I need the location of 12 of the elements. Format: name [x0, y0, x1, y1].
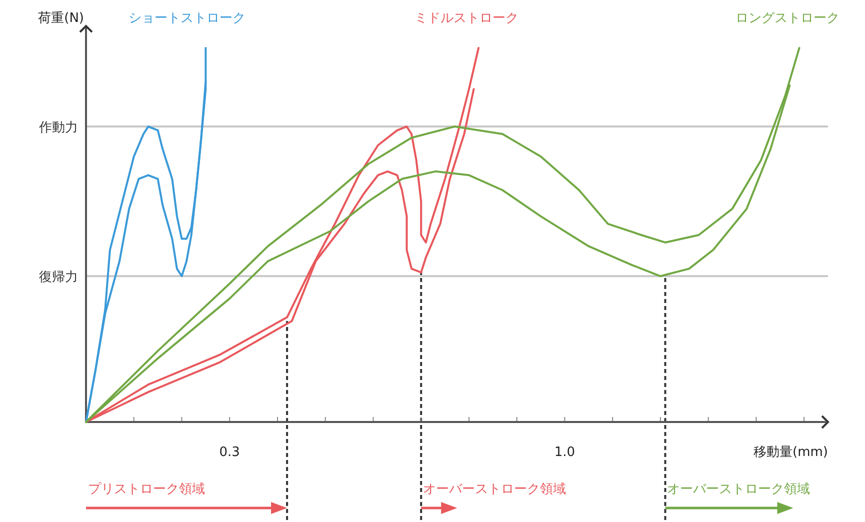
ref-line-label: 復帰力 — [39, 270, 78, 286]
text: プリストローク領域 — [88, 482, 205, 497]
text: ロングストローク — [735, 11, 840, 26]
x-tick-label: 0.3 — [219, 445, 240, 460]
ref-line-label: 作動力 — [38, 120, 78, 136]
text: オーバーストローク領域 — [667, 482, 810, 497]
series: ショートストローク — [85, 11, 246, 423]
y-axis-title: 荷重(N) — [38, 11, 84, 26]
text: オーバーストローク領域 — [423, 482, 566, 497]
text: ミドルストローク — [414, 11, 519, 26]
x-axis-title: 移動量(mm) — [754, 445, 828, 460]
x-tick-label: 1.0 — [554, 445, 576, 460]
